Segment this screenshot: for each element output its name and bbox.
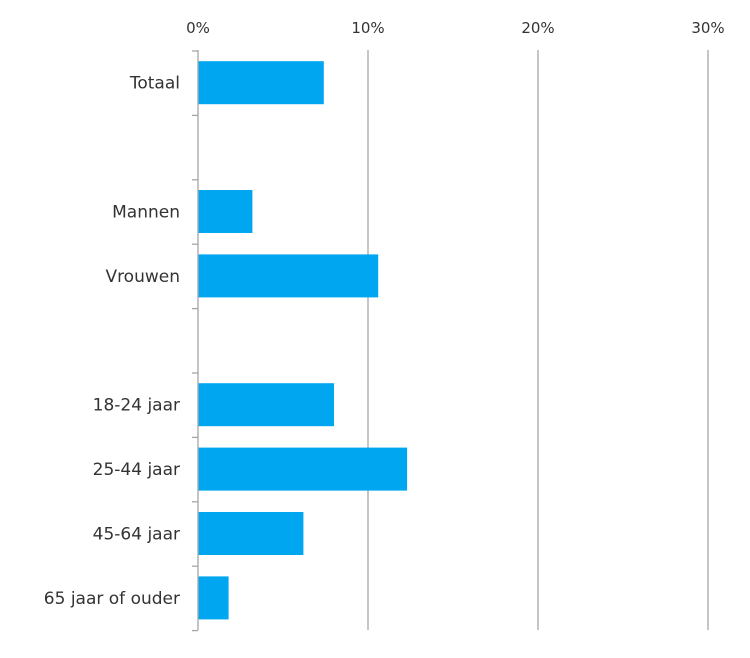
category-label: 25-44 jaar bbox=[93, 460, 180, 480]
bar bbox=[198, 576, 229, 620]
bar bbox=[198, 190, 253, 233]
x-tick-label: 0% bbox=[186, 19, 210, 37]
x-tick-label: 30% bbox=[691, 19, 724, 37]
bar bbox=[198, 61, 324, 105]
x-tick-label: 10% bbox=[351, 19, 384, 37]
bar bbox=[198, 383, 334, 427]
category-label: 65 jaar of ouder bbox=[44, 589, 180, 609]
category-label: 45-64 jaar bbox=[93, 525, 180, 545]
bar bbox=[198, 254, 379, 298]
category-label: 18-24 jaar bbox=[93, 396, 180, 416]
bar bbox=[198, 512, 304, 555]
x-tick-label: 20% bbox=[521, 19, 554, 37]
bar bbox=[198, 447, 408, 491]
category-label: Totaal bbox=[129, 74, 180, 94]
category-label: Mannen bbox=[112, 203, 180, 223]
category-label: Vrouwen bbox=[105, 267, 180, 287]
